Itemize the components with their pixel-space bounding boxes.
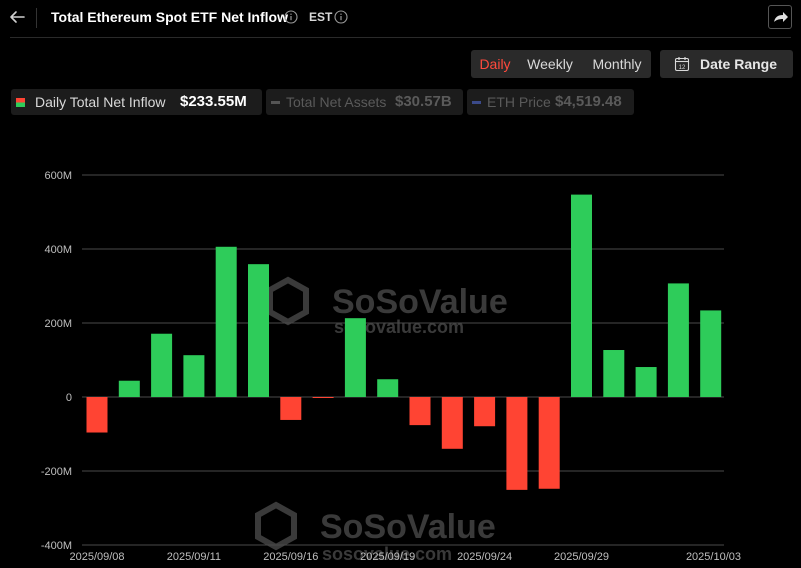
- bar: [667, 283, 689, 397]
- bar-series: [86, 194, 722, 490]
- bar: [441, 397, 463, 449]
- x-tick-label: 2025/09/16: [263, 551, 318, 563]
- y-tick-label: 200M: [44, 318, 72, 330]
- x-tick-label: 2025/09/19: [360, 551, 415, 563]
- legend-value: $30.57B: [395, 93, 452, 110]
- bar: [538, 397, 560, 489]
- sosovalue-logo-icon: [255, 501, 297, 551]
- legend-daily-net-inflow[interactable]: Daily Total Net Inflow $233.55M: [11, 89, 262, 115]
- x-tick-label: 2025/09/11: [167, 551, 221, 563]
- y-tick-label: 0: [66, 392, 72, 404]
- y-tick-label: 400M: [44, 244, 72, 256]
- title-info-icon[interactable]: [284, 10, 298, 29]
- share-button[interactable]: [768, 5, 792, 29]
- sosovalue-logo-icon: [267, 276, 309, 326]
- bar: [118, 380, 140, 397]
- date-range-label: Date Range: [700, 56, 778, 72]
- x-tick-label: 2025/09/08: [69, 551, 124, 563]
- header-divider-line: [10, 37, 791, 38]
- page-title: Total Ethereum Spot ETF Net Inflow: [51, 9, 288, 25]
- legend-total-net-assets[interactable]: Total Net Assets $30.57B: [266, 89, 463, 115]
- legend-swatch: [271, 101, 280, 104]
- y-tick-label: -200M: [41, 466, 72, 478]
- watermark-brand: SoSoValue: [320, 508, 496, 546]
- period-weekly-button[interactable]: Weekly: [527, 56, 573, 72]
- x-tick-label: 2025/09/24: [457, 551, 512, 563]
- calendar-icon: 12: [674, 56, 690, 77]
- legend-label: ETH Price: [487, 94, 551, 110]
- y-tick-label: 600M: [44, 170, 72, 182]
- watermark-brand: SoSoValue: [332, 283, 508, 321]
- y-tick-label: -400M: [41, 540, 72, 552]
- grid-lines: [82, 174, 724, 546]
- bar: [409, 397, 431, 426]
- header-divider: [36, 8, 37, 28]
- back-arrow-icon[interactable]: [6, 6, 28, 28]
- share-icon: [774, 12, 788, 22]
- bar: [506, 397, 528, 490]
- period-monthly-button[interactable]: Monthly: [592, 56, 642, 72]
- bar: [377, 379, 399, 397]
- legend-label: Total Net Assets: [286, 94, 387, 110]
- x-axis: 2025/09/08 2025/09/11 2025/09/16 2025/09/19…: [69, 551, 741, 563]
- bar: [183, 355, 205, 397]
- legend-swatch: [16, 98, 25, 107]
- bar: [571, 194, 592, 397]
- legend-value: $4,519.48: [555, 93, 622, 110]
- period-daily-button[interactable]: Daily: [479, 56, 511, 72]
- top-bar: Total Ethereum Spot ETF Net Inflow EST: [0, 0, 801, 36]
- bar: [86, 397, 108, 433]
- legend-value: $233.55M: [180, 93, 247, 110]
- bar: [151, 333, 173, 397]
- legend-swatch: [472, 101, 481, 104]
- watermark-domain: sosovalue.com: [322, 544, 452, 564]
- bar: [280, 397, 302, 420]
- bar: [603, 350, 625, 397]
- bar: [312, 397, 334, 398]
- watermark-group: SoSoValuesosovalue.comSoSoValuesosovalue…: [255, 276, 508, 564]
- y-axis: -400M -200M 0 200M 400M 600M: [41, 170, 72, 552]
- x-tick-label: 2025/09/29: [554, 551, 609, 563]
- timezone-label: EST: [309, 10, 333, 24]
- bar: [344, 318, 366, 397]
- legend-label: Daily Total Net Inflow: [35, 94, 166, 110]
- bar: [215, 246, 237, 397]
- period-toggle: Daily Weekly Monthly: [471, 50, 651, 78]
- calendar-day: 12: [679, 65, 686, 71]
- watermark-domain: sosovalue.com: [334, 317, 464, 337]
- x-tick-label: 2025/10/03: [686, 551, 741, 563]
- bar: [248, 264, 269, 397]
- bar: [700, 310, 722, 397]
- legend-eth-price[interactable]: ETH Price $4,519.48: [467, 89, 634, 115]
- bar: [635, 367, 657, 397]
- bar: [474, 397, 496, 427]
- date-range-button[interactable]: 12 Date Range: [660, 50, 793, 78]
- timezone-info-icon[interactable]: [334, 10, 348, 29]
